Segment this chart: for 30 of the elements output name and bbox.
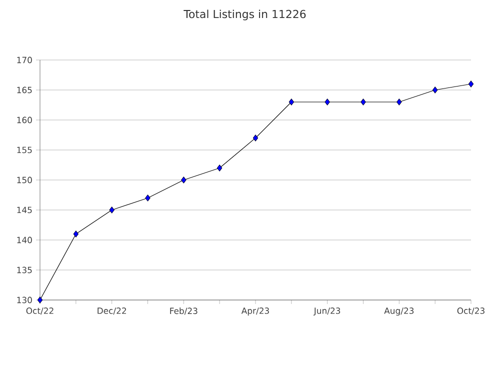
x-tick-label: Aug/23 xyxy=(384,308,414,316)
y-tick-label: 155 xyxy=(17,146,32,154)
x-tick-label: Oct/23 xyxy=(457,308,484,315)
x-tick-label: Apr/23 xyxy=(241,308,269,316)
point xyxy=(324,98,330,106)
point xyxy=(288,98,294,106)
point xyxy=(37,296,43,304)
chart-title: Total Listings in 11226 xyxy=(184,10,306,20)
point xyxy=(252,134,258,142)
y-tick-label: 160 xyxy=(17,116,32,124)
point xyxy=(396,98,402,106)
y-tick-label: 150 xyxy=(17,176,32,184)
point xyxy=(145,194,150,202)
x-tick-label: Jun/23 xyxy=(313,308,340,316)
x-tick-label: Dec/22 xyxy=(98,308,126,315)
y-tick-label: 140 xyxy=(17,236,32,244)
x-tick-label: Feb/23 xyxy=(170,308,198,315)
point xyxy=(432,86,438,94)
y-tick-label: 165 xyxy=(17,86,32,94)
point xyxy=(109,206,114,214)
point xyxy=(181,176,186,184)
y-tick-label: 145 xyxy=(17,206,32,214)
point xyxy=(216,164,222,172)
x-tick-label: Oct/22 xyxy=(26,308,54,315)
point xyxy=(73,230,79,238)
y-tick-label: 135 xyxy=(17,266,32,274)
y-tick-label: 170 xyxy=(17,56,32,64)
y-tick-label: 130 xyxy=(17,296,32,304)
point xyxy=(360,98,366,106)
point xyxy=(468,80,474,88)
